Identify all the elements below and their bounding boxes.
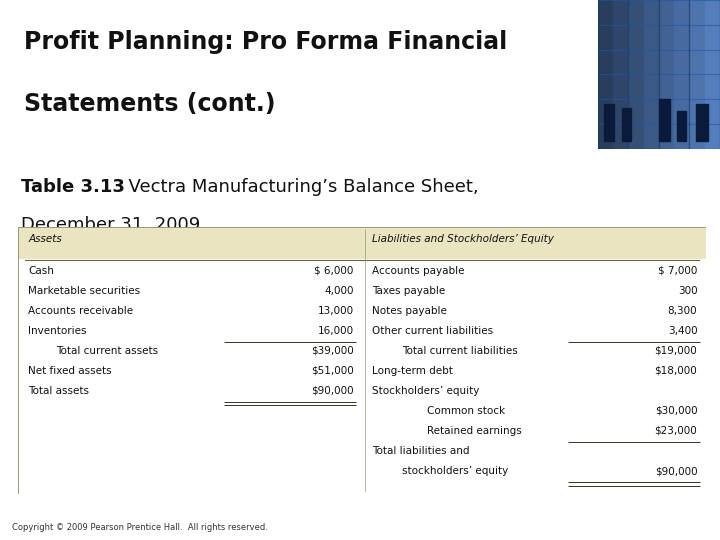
Text: $39,000: $39,000: [311, 346, 354, 356]
Text: Net fixed assets: Net fixed assets: [28, 366, 112, 376]
Text: Assets: Assets: [28, 234, 62, 244]
Text: $51,000: $51,000: [311, 366, 354, 376]
Bar: [628, 0, 644, 148]
Bar: [696, 104, 708, 141]
Text: Marketable securities: Marketable securities: [28, 286, 140, 295]
Text: Liabilities and Stockholders’ Equity: Liabilities and Stockholders’ Equity: [372, 234, 554, 244]
Text: $18,000: $18,000: [654, 366, 698, 376]
Bar: [598, 0, 613, 148]
Text: Statements (cont.): Statements (cont.): [24, 92, 276, 116]
Text: stockholders’ equity: stockholders’ equity: [402, 466, 508, 476]
Bar: [18, 227, 706, 259]
Text: 4,000: 4,000: [324, 286, 354, 295]
Text: Cash: Cash: [28, 266, 54, 275]
Text: Retained earnings: Retained earnings: [427, 426, 522, 436]
Text: Table 3.13: Table 3.13: [22, 178, 125, 196]
Text: Profit Planning: Pro Forma Financial: Profit Planning: Pro Forma Financial: [24, 30, 507, 53]
Bar: [690, 0, 705, 148]
Text: $ 7,000: $ 7,000: [658, 266, 698, 275]
Text: Vectra Manufacturing’s Balance Sheet,: Vectra Manufacturing’s Balance Sheet,: [117, 178, 478, 196]
Bar: [659, 0, 674, 148]
Bar: [644, 0, 659, 148]
Text: $30,000: $30,000: [654, 406, 698, 416]
Text: $90,000: $90,000: [311, 386, 354, 396]
Bar: [613, 0, 628, 148]
Text: Total current liabilities: Total current liabilities: [402, 346, 518, 356]
Bar: [622, 109, 631, 141]
Text: 300: 300: [678, 286, 698, 295]
Text: 3,400: 3,400: [667, 326, 698, 336]
Text: Taxes payable: Taxes payable: [372, 286, 446, 295]
Text: Other current liabilities: Other current liabilities: [372, 326, 493, 336]
Text: Stockholders’ equity: Stockholders’ equity: [372, 386, 480, 396]
Text: 16,000: 16,000: [318, 326, 354, 336]
Text: $90,000: $90,000: [654, 466, 698, 476]
Text: Total assets: Total assets: [28, 386, 89, 396]
Text: Notes payable: Notes payable: [372, 306, 447, 316]
Bar: [677, 111, 685, 141]
Bar: [705, 0, 720, 148]
Text: Accounts payable: Accounts payable: [372, 266, 464, 275]
Text: Accounts receivable: Accounts receivable: [28, 306, 133, 316]
Text: $ 6,000: $ 6,000: [314, 266, 354, 275]
Text: Long-term debt: Long-term debt: [372, 366, 453, 376]
Text: 3-43: 3-43: [633, 518, 678, 536]
Bar: [674, 0, 690, 148]
Text: 8,300: 8,300: [667, 306, 698, 316]
Text: December 31, 2009: December 31, 2009: [22, 216, 201, 234]
Text: $23,000: $23,000: [654, 426, 698, 436]
Bar: [603, 104, 613, 141]
Text: 13,000: 13,000: [318, 306, 354, 316]
Text: Total current assets: Total current assets: [56, 346, 158, 356]
Text: Copyright © 2009 Pearson Prentice Hall.  All rights reserved.: Copyright © 2009 Pearson Prentice Hall. …: [12, 523, 268, 531]
Bar: [659, 99, 670, 141]
Text: Common stock: Common stock: [427, 406, 505, 416]
Text: Total liabilities and: Total liabilities and: [372, 446, 469, 456]
Text: $19,000: $19,000: [654, 346, 698, 356]
Text: Inventories: Inventories: [28, 326, 87, 336]
